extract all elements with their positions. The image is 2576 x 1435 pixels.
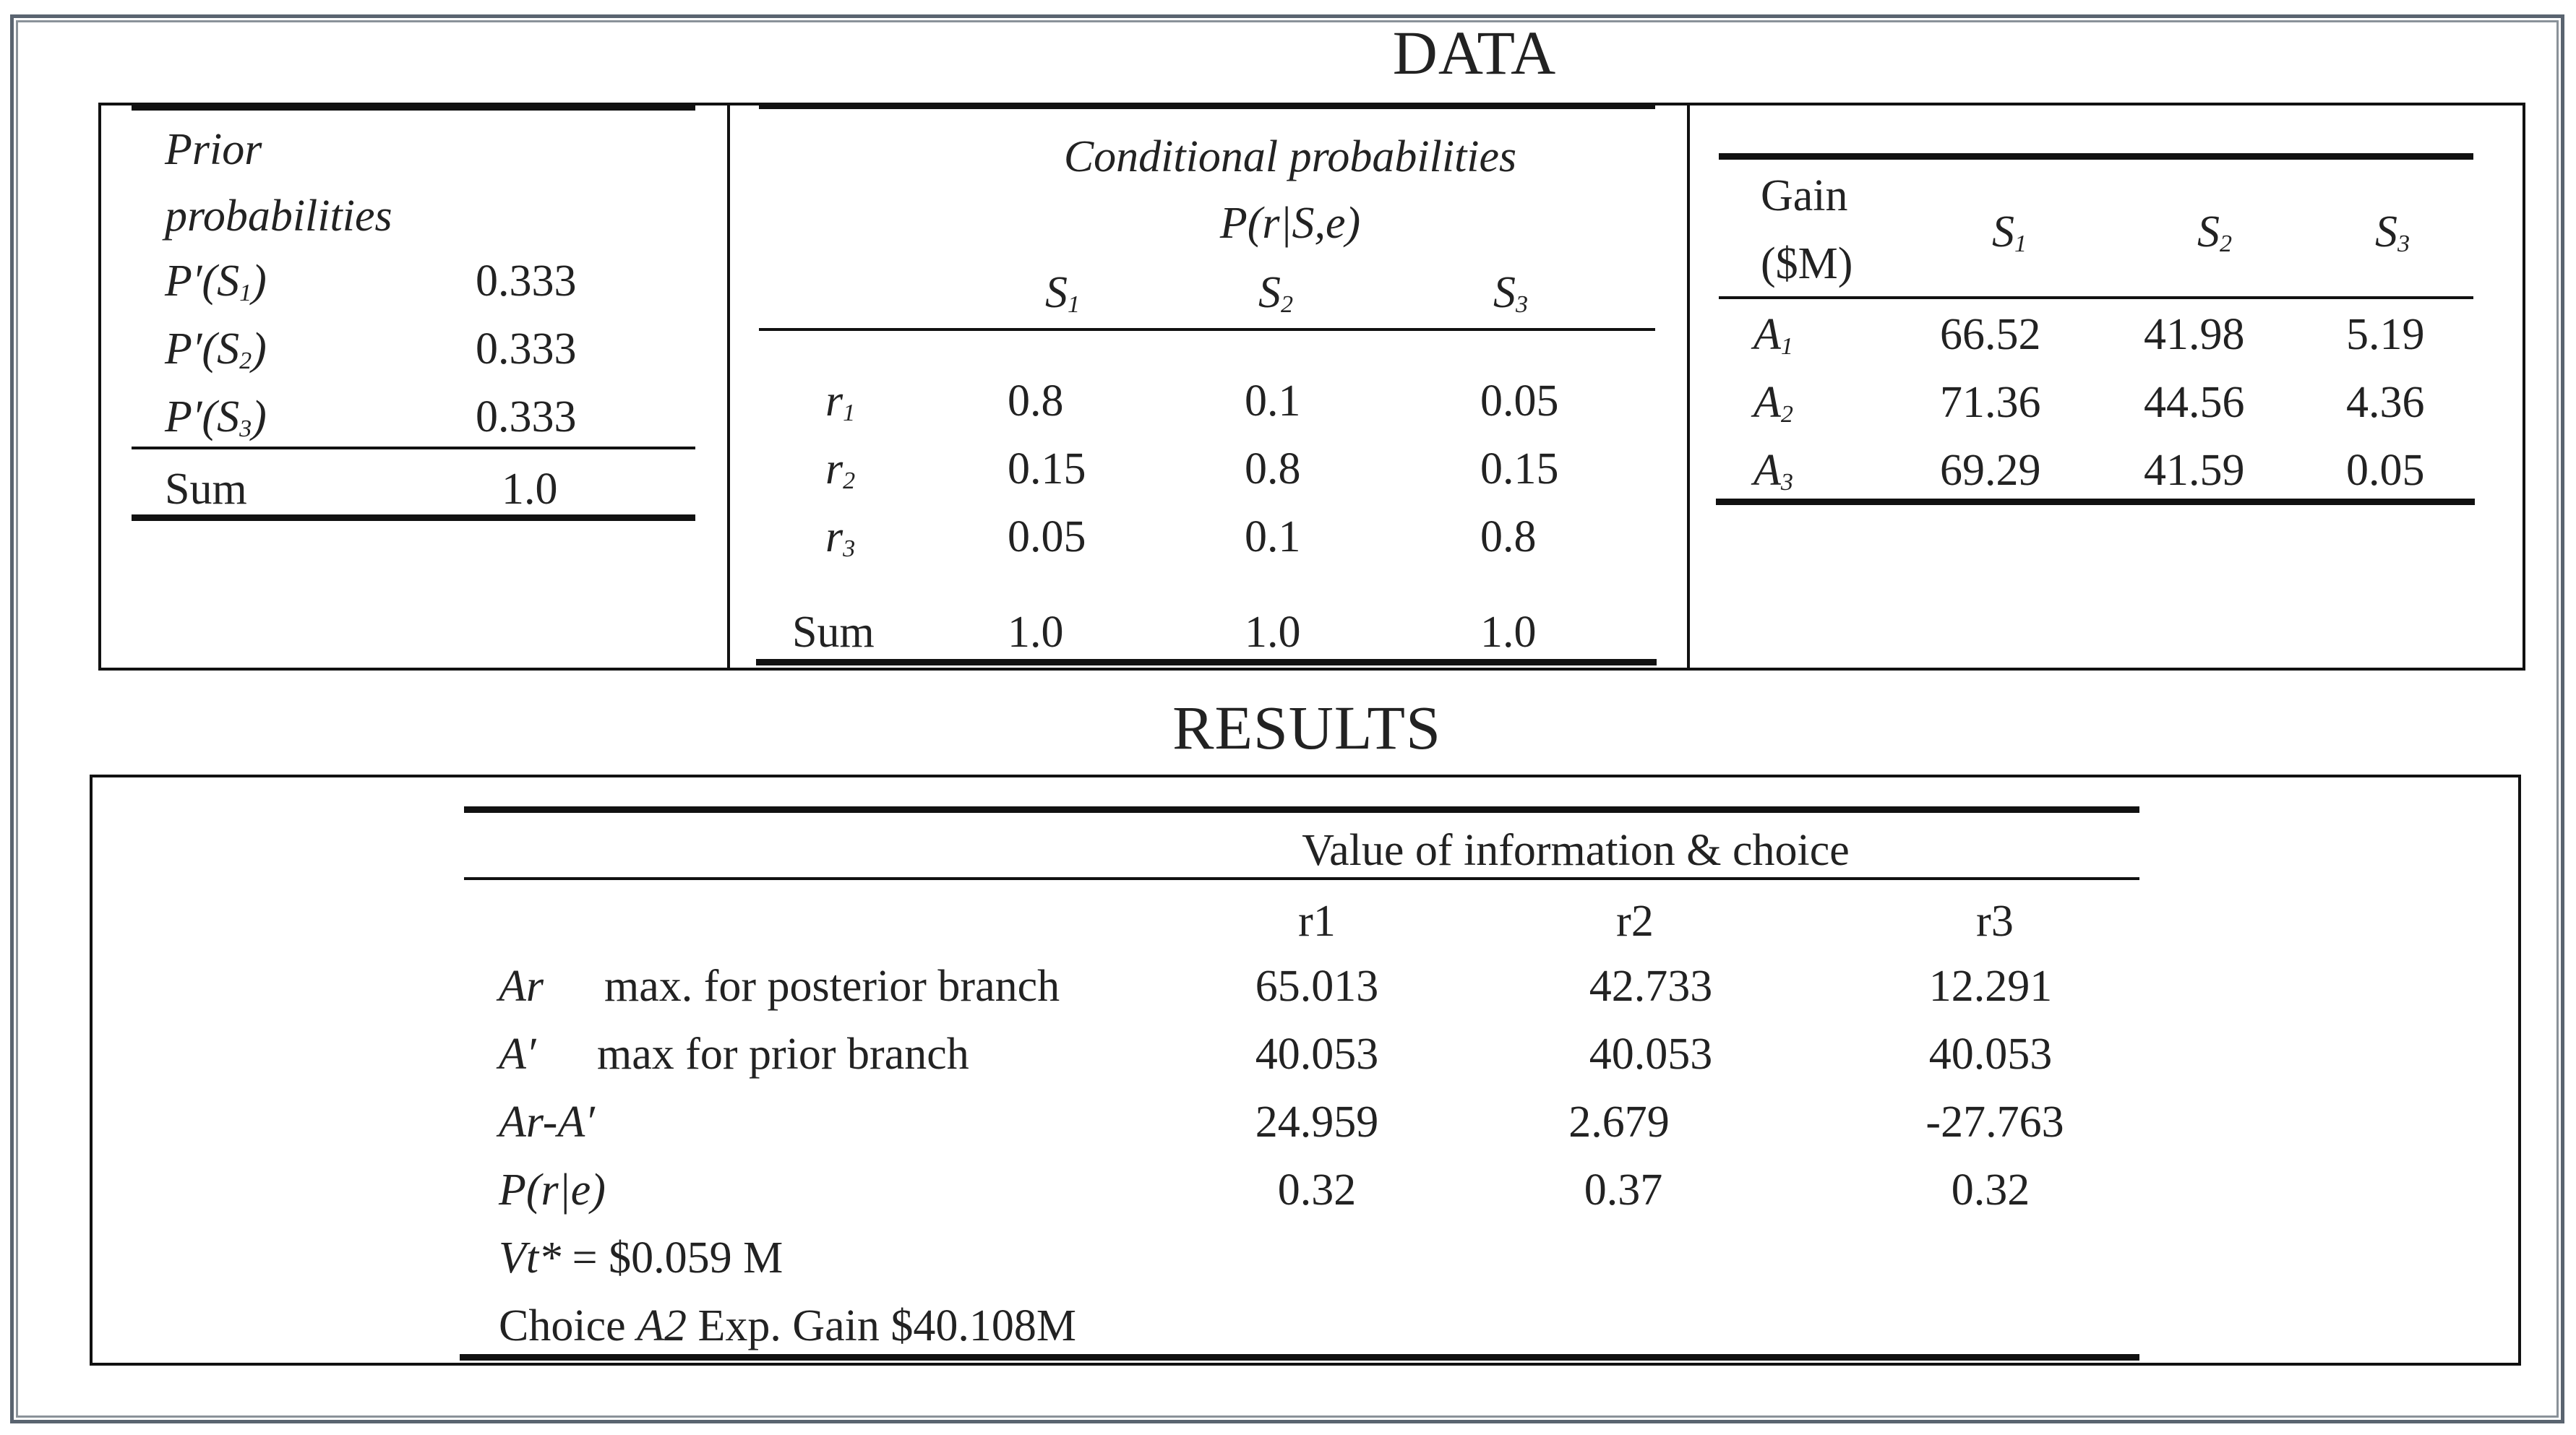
- prior-title-1: Prior: [165, 125, 262, 174]
- results-ar-r3: 12.291: [1928, 962, 2053, 1011]
- prior-title-2: probabilities: [165, 191, 392, 241]
- cond-sum-s3: 1.0: [1480, 608, 1537, 657]
- cond-title-1: Conditional probabilities: [1063, 132, 1517, 181]
- gain-top-rule: [1719, 153, 2473, 160]
- results-prob-r2: 0.37: [1584, 1165, 1663, 1215]
- cond-sum-s2: 1.0: [1245, 608, 1301, 657]
- gain-a2-s2: 44.56: [2144, 378, 2245, 427]
- results-row-aprime-desc: max for prior branch: [597, 1030, 969, 1079]
- results-prob-r1: 0.32: [1277, 1165, 1357, 1215]
- data-divider-2: [1687, 103, 1690, 671]
- gain-a2-s1: 71.36: [1940, 378, 2041, 427]
- results-row-ar-desc: max. for posterior branch: [604, 962, 1060, 1011]
- gain-a3-s2: 41.59: [2144, 446, 2245, 495]
- results-title: Value of information & choice: [1302, 826, 1850, 875]
- results-row-aprime-symbol: A′: [499, 1030, 536, 1079]
- prior-label-s3: P′(S3): [165, 392, 267, 442]
- cond-r3-s3: 0.8: [1480, 512, 1537, 561]
- results-choice: Choice A2 Exp. Gain $40.108M: [499, 1303, 1076, 1348]
- results-row-diff-symbol: Ar-A′: [499, 1098, 595, 1147]
- cond-sum-label: Sum: [792, 608, 875, 657]
- cond-r1-s3: 0.05: [1480, 376, 1559, 426]
- gain-a2-s3: 4.36: [2346, 378, 2425, 427]
- results-top-rule: [464, 806, 2139, 813]
- cond-header-rule: [759, 328, 1655, 331]
- results-diff-r3: -27.763: [1925, 1098, 2064, 1147]
- prior-top-rule: [132, 104, 695, 111]
- results-heading: RESULTS: [1172, 693, 1441, 762]
- results-box: [90, 775, 2521, 1366]
- gain-a1-s1: 66.52: [1940, 310, 2041, 359]
- gain-bottom-rule: [1716, 499, 2475, 505]
- gain-header-rule: [1719, 296, 2473, 299]
- cond-sum-s1: 1.0: [1008, 608, 1064, 657]
- results-col-r3: r3: [1976, 897, 2014, 946]
- cond-col-s1: S1: [1044, 268, 1081, 318]
- choice-post: Exp. Gain $40.108M: [687, 1301, 1077, 1350]
- gain-a3-s1: 69.29: [1940, 446, 2041, 495]
- gain-col-s1: S1: [1991, 207, 2027, 257]
- cond-top-rule: [759, 103, 1655, 109]
- prior-sum-value: 1.0: [502, 465, 558, 514]
- data-heading: DATA: [1392, 18, 1557, 87]
- cond-col-s3: S3: [1493, 268, 1529, 318]
- prior-value-s3: 0.333: [476, 392, 577, 441]
- gain-row-a3: A3: [1753, 446, 1793, 496]
- cond-r2-s2: 0.8: [1245, 444, 1301, 494]
- outer-frame: [10, 14, 2564, 1423]
- cond-bottom-rule: [756, 659, 1657, 665]
- cond-r2-s1: 0.15: [1008, 444, 1086, 494]
- results-aprime-r3: 40.053: [1928, 1030, 2053, 1079]
- prior-bottom-rule: [132, 514, 695, 521]
- results-col-r2: r2: [1616, 897, 1654, 946]
- results-vt: Vt* = $0.059 M: [499, 1236, 783, 1280]
- results-ar-r1: 65.013: [1255, 962, 1379, 1011]
- gain-row-a1: A1: [1753, 310, 1793, 360]
- gain-title-1: Gain: [1761, 171, 1848, 220]
- results-aprime-r2: 40.053: [1589, 1030, 1713, 1079]
- outer-frame-inner: [16, 20, 2559, 1418]
- results-diff-r2: 2.679: [1568, 1098, 1670, 1147]
- cond-r3-s2: 0.1: [1245, 512, 1301, 561]
- vt-value: = $0.059 M: [561, 1233, 783, 1283]
- gain-a1-s2: 41.98: [2144, 310, 2245, 359]
- cond-col-s2: S2: [1258, 268, 1294, 318]
- results-row-ar-symbol: Ar: [499, 962, 544, 1011]
- prior-label-s2: P′(S2): [165, 324, 267, 374]
- choice-symbol: A2: [637, 1301, 687, 1350]
- gain-col-s3: S3: [2374, 207, 2410, 257]
- cond-row-r2: r2: [825, 444, 856, 494]
- cond-r2-s3: 0.15: [1480, 444, 1559, 494]
- cond-r1-s2: 0.1: [1245, 376, 1301, 426]
- results-prob-r3: 0.32: [1951, 1165, 2030, 1215]
- prior-value-s1: 0.333: [476, 257, 577, 306]
- cond-title-2: P(r|S,e): [1219, 199, 1361, 248]
- gain-title-2: ($M): [1761, 239, 1853, 288]
- prior-sum-label: Sum: [165, 465, 247, 514]
- results-title-rule: [464, 877, 2139, 880]
- cond-r3-s1: 0.05: [1008, 512, 1086, 561]
- prior-sum-rule: [132, 447, 695, 449]
- results-bottom-rule: [460, 1354, 2139, 1361]
- results-col-r1: r1: [1298, 897, 1336, 946]
- choice-pre: Choice: [499, 1301, 637, 1350]
- prior-label-s1: P′(S1): [165, 257, 267, 306]
- data-divider-1: [727, 103, 730, 671]
- gain-a1-s3: 5.19: [2346, 310, 2425, 359]
- cond-r1-s1: 0.8: [1008, 376, 1064, 426]
- cond-row-r3: r3: [825, 512, 856, 562]
- cond-row-r1: r1: [825, 376, 856, 426]
- gain-col-s2: S2: [2197, 207, 2233, 257]
- results-aprime-r1: 40.053: [1255, 1030, 1379, 1079]
- prior-value-s2: 0.333: [476, 324, 577, 374]
- results-diff-r1: 24.959: [1255, 1098, 1379, 1147]
- results-ar-r2: 42.733: [1589, 962, 1713, 1011]
- vt-symbol: Vt*: [499, 1233, 562, 1283]
- gain-a3-s3: 0.05: [2346, 446, 2425, 495]
- results-row-prob-symbol: P(r|e): [499, 1165, 606, 1215]
- gain-row-a2: A2: [1753, 378, 1793, 428]
